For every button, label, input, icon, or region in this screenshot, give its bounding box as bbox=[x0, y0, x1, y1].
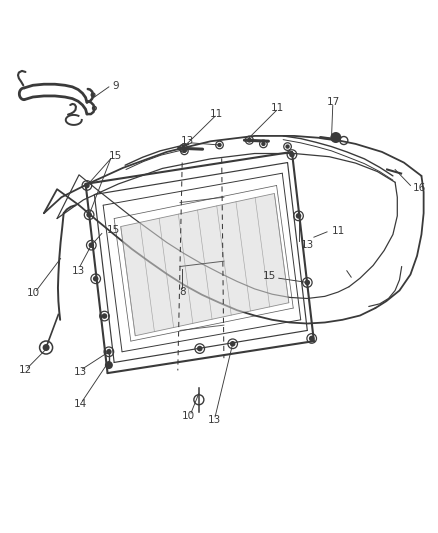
Circle shape bbox=[304, 280, 309, 285]
Circle shape bbox=[42, 344, 49, 351]
Circle shape bbox=[197, 346, 202, 351]
Circle shape bbox=[84, 183, 89, 188]
Circle shape bbox=[86, 212, 92, 217]
Circle shape bbox=[246, 138, 251, 143]
Text: 15: 15 bbox=[106, 225, 120, 235]
Text: 11: 11 bbox=[270, 103, 283, 112]
Text: 9: 9 bbox=[112, 82, 118, 91]
Circle shape bbox=[289, 152, 294, 157]
Circle shape bbox=[261, 142, 265, 146]
Text: 13: 13 bbox=[74, 367, 87, 377]
Circle shape bbox=[106, 349, 111, 354]
Circle shape bbox=[230, 341, 235, 346]
Circle shape bbox=[182, 149, 186, 153]
Text: 13: 13 bbox=[71, 266, 85, 276]
Text: 13: 13 bbox=[207, 415, 220, 425]
Text: 13: 13 bbox=[181, 136, 194, 146]
Text: 10: 10 bbox=[181, 411, 194, 421]
Circle shape bbox=[180, 146, 186, 151]
Circle shape bbox=[217, 143, 221, 147]
Circle shape bbox=[93, 276, 98, 281]
Text: 14: 14 bbox=[74, 399, 87, 409]
Text: 12: 12 bbox=[18, 366, 32, 375]
Text: 11: 11 bbox=[209, 109, 222, 118]
Polygon shape bbox=[120, 193, 288, 336]
Text: 13: 13 bbox=[300, 240, 313, 250]
Text: 10: 10 bbox=[27, 288, 40, 298]
Circle shape bbox=[285, 144, 289, 149]
Text: 15: 15 bbox=[262, 271, 275, 281]
Text: 15: 15 bbox=[109, 151, 122, 160]
Text: 17: 17 bbox=[326, 98, 339, 107]
Text: 11: 11 bbox=[331, 226, 344, 236]
Circle shape bbox=[102, 313, 107, 319]
Circle shape bbox=[105, 361, 113, 369]
Circle shape bbox=[88, 243, 94, 248]
Circle shape bbox=[295, 213, 300, 219]
Circle shape bbox=[308, 336, 314, 341]
Text: 8: 8 bbox=[178, 287, 185, 297]
Text: 16: 16 bbox=[412, 183, 425, 192]
Circle shape bbox=[329, 132, 341, 143]
